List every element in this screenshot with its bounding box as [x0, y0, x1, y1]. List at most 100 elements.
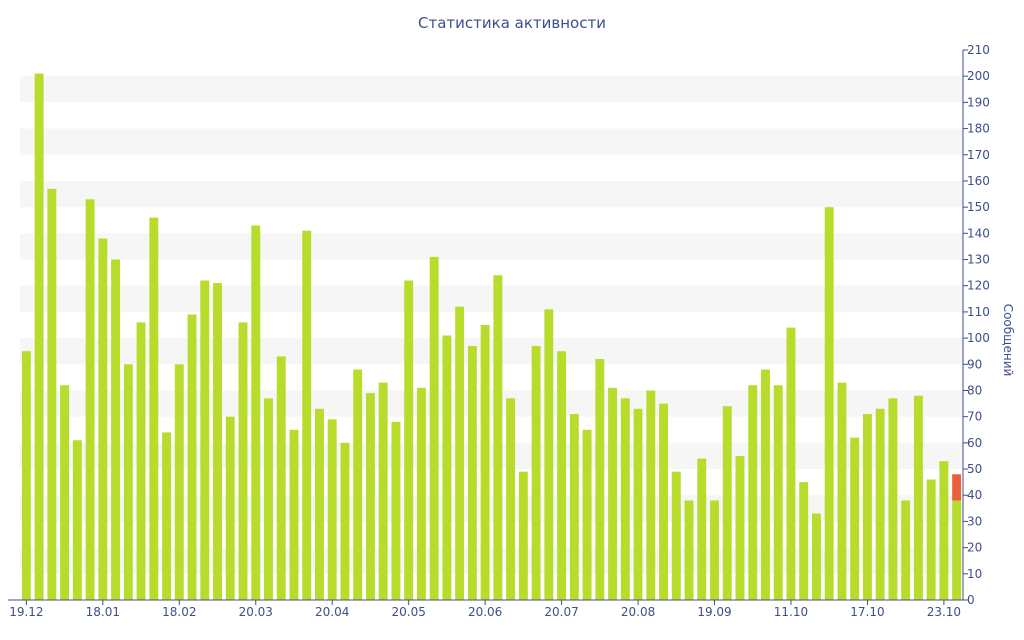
y-tick-label: 70: [967, 410, 982, 424]
bar[interactable]: [799, 482, 809, 600]
grid-bands: [20, 76, 963, 574]
bar[interactable]: [939, 461, 949, 600]
bar-current-segment[interactable]: [952, 474, 962, 501]
bar[interactable]: [174, 364, 184, 600]
bar[interactable]: [416, 387, 426, 600]
bar[interactable]: [302, 230, 312, 600]
bar[interactable]: [697, 458, 707, 600]
bar[interactable]: [353, 369, 363, 600]
bar[interactable]: [98, 238, 108, 601]
bar[interactable]: [187, 314, 197, 600]
grid-band: [20, 442, 963, 470]
grid-band: [20, 547, 963, 574]
bar[interactable]: [200, 280, 210, 600]
bar[interactable]: [276, 356, 286, 600]
bar[interactable]: [901, 500, 911, 600]
bar[interactable]: [633, 408, 643, 600]
bar[interactable]: [365, 393, 375, 600]
bar[interactable]: [926, 479, 936, 600]
y-tick-label: 0: [967, 593, 975, 607]
bar[interactable]: [582, 429, 592, 600]
bar[interactable]: [569, 414, 579, 600]
bar[interactable]: [786, 327, 796, 600]
y-tick-label: 190: [967, 95, 990, 109]
bar[interactable]: [429, 256, 439, 600]
bar[interactable]: [735, 455, 745, 600]
bar[interactable]: [875, 408, 885, 600]
bar[interactable]: [888, 398, 898, 600]
bar[interactable]: [811, 513, 821, 600]
y-tick-label: 130: [967, 253, 990, 267]
bar[interactable]: [773, 385, 783, 600]
bar[interactable]: [238, 322, 248, 600]
bar[interactable]: [289, 429, 299, 600]
bar[interactable]: [646, 390, 656, 600]
bar[interactable]: [850, 437, 860, 600]
y-tick-label: 170: [967, 148, 990, 162]
bar[interactable]: [620, 398, 630, 600]
x-tick-label: 18.02: [162, 605, 196, 619]
x-tick-label: 20.03: [239, 605, 273, 619]
bar[interactable]: [327, 419, 337, 600]
bar[interactable]: [480, 325, 490, 600]
grid-band: [20, 495, 963, 522]
bar[interactable]: [315, 408, 324, 600]
bar[interactable]: [862, 414, 872, 600]
bar[interactable]: [442, 335, 452, 600]
bar[interactable]: [47, 188, 57, 601]
bar[interactable]: [467, 345, 477, 600]
bar[interactable]: [34, 73, 44, 601]
y-tick-label: 30: [967, 514, 982, 528]
bar[interactable]: [722, 406, 732, 600]
bar[interactable]: [824, 207, 834, 600]
bar[interactable]: [710, 500, 719, 600]
bar[interactable]: [671, 471, 681, 600]
bar[interactable]: [659, 403, 668, 600]
bar[interactable]: [378, 382, 388, 600]
y-tick-label: 150: [967, 200, 990, 214]
bar[interactable]: [518, 471, 528, 600]
grid-band: [20, 180, 963, 208]
bar[interactable]: [684, 500, 694, 600]
y-tick-label: 90: [967, 357, 982, 371]
y-axis-title: Сообщений: [1001, 304, 1015, 377]
bar[interactable]: [595, 359, 605, 600]
bar[interactable]: [60, 385, 70, 600]
bar[interactable]: [952, 500, 962, 600]
y-tick-label: 50: [967, 462, 982, 476]
bar[interactable]: [493, 275, 503, 600]
bar[interactable]: [340, 442, 350, 600]
bar[interactable]: [404, 280, 414, 600]
bar[interactable]: [557, 351, 567, 600]
bar[interactable]: [251, 225, 261, 600]
y-tick-label: 120: [967, 279, 990, 293]
bar[interactable]: [21, 351, 31, 600]
bar[interactable]: [162, 432, 172, 600]
y-tick-label: 40: [967, 488, 982, 502]
grid-band: [20, 390, 963, 417]
bar[interactable]: [111, 259, 121, 600]
bar[interactable]: [837, 382, 847, 600]
bar[interactable]: [123, 364, 133, 600]
bar[interactable]: [225, 416, 235, 600]
bar[interactable]: [213, 283, 222, 600]
bar[interactable]: [608, 387, 618, 600]
bar[interactable]: [913, 395, 923, 600]
bar[interactable]: [264, 398, 273, 600]
bar[interactable]: [748, 385, 758, 600]
bar[interactable]: [531, 345, 541, 600]
bar[interactable]: [72, 440, 82, 600]
bar[interactable]: [85, 199, 95, 601]
bar[interactable]: [506, 398, 516, 600]
bar[interactable]: [761, 369, 770, 600]
bar[interactable]: [544, 309, 554, 600]
bar[interactable]: [149, 217, 159, 600]
bar[interactable]: [391, 421, 401, 600]
bar[interactable]: [455, 306, 465, 600]
grid-band: [20, 128, 963, 155]
y-tick-label: 210: [967, 43, 990, 57]
y-tick-label: 20: [967, 541, 982, 555]
y-tick-label: 60: [967, 436, 982, 450]
x-tick-label: 11.10: [774, 605, 808, 619]
bar[interactable]: [136, 322, 146, 600]
